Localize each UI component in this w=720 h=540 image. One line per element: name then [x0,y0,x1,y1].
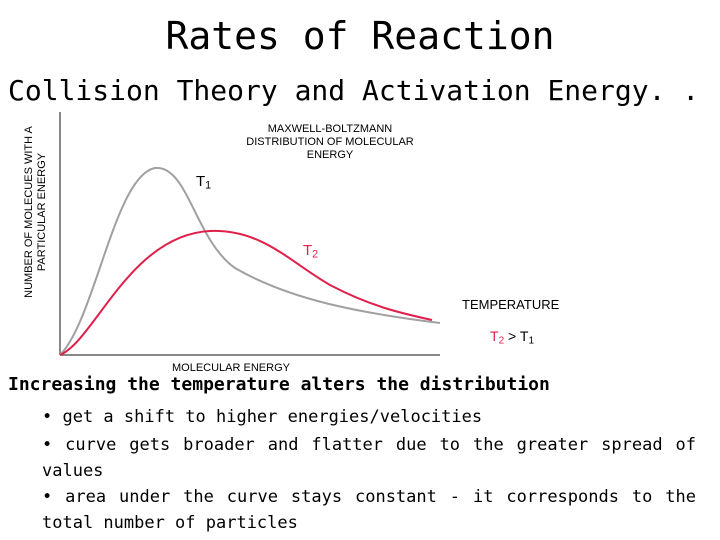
bullet-item: • curve gets broader and flatter due to … [42,435,696,481]
bullet-item: • get a shift to higher energies/velocit… [42,407,483,427]
page-subtitle: Collision Theory and Activation Energy. … [8,74,720,107]
distribution-label: MAXWELL-BOLTZMANN DISTRIBUTION OF MOLECU… [246,123,414,161]
explanation-heading: Increasing the temperature alters the di… [8,374,550,395]
maxwell-boltzmann-graph [59,112,441,356]
curve-t1 [59,166,441,356]
temperature-comparison: T2 > T1 [490,328,535,347]
curve-t2 [59,229,433,356]
y-axis-label: NUMBER OF MOLECUES WITH A PARTICULAR ENE… [23,126,48,298]
temperature-label: TEMPERATURE [462,297,560,312]
curve-t2-label: T2 [303,242,319,261]
bullet-item: • area under the curve stays constant - … [42,487,696,533]
graph-axes [59,112,440,356]
page-title: Rates of Reaction [165,14,555,58]
curve-t1-label: T1 [196,173,212,192]
x-axis-label: MOLECULAR ENERGY [172,362,290,374]
